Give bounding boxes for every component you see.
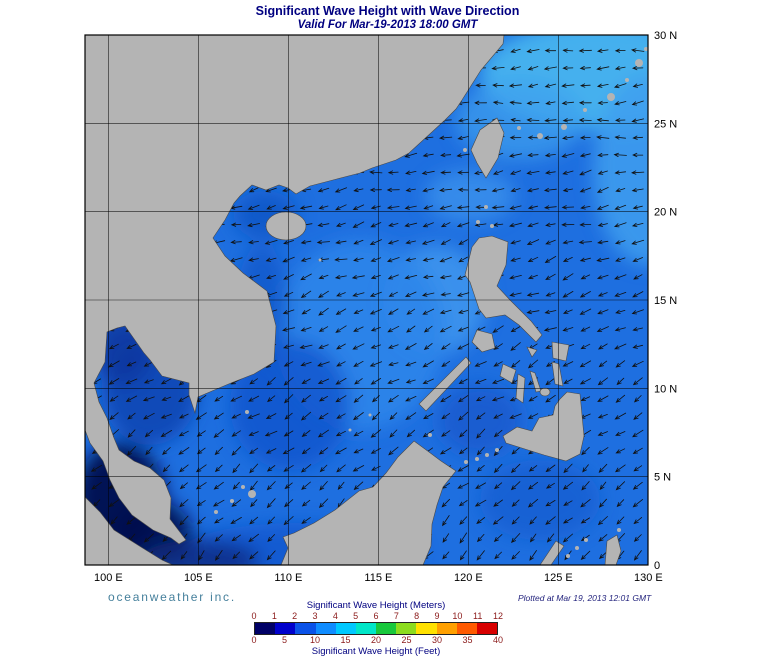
legend-color-segment xyxy=(476,623,498,634)
feet-tick-label: 30 xyxy=(431,635,443,645)
lon-axis-label: 115 E xyxy=(364,572,392,584)
lon-axis-label: 125 E xyxy=(544,572,573,584)
lon-axis-label: 100 E xyxy=(94,572,123,584)
halmahera xyxy=(604,534,622,565)
asia-mainland xyxy=(85,35,505,545)
legend-meters-title: Significant Wave Height (Meters) xyxy=(306,600,446,611)
meters-tick-label: 0 xyxy=(251,611,257,621)
meters-tick-label: 9 xyxy=(434,611,440,621)
lat-axis-label: 20 N xyxy=(654,207,677,219)
feet-tick-label: 10 xyxy=(309,635,321,645)
small-islands xyxy=(214,38,648,558)
meters-tick-label: 1 xyxy=(271,611,277,621)
sumatra xyxy=(85,496,174,565)
taiwan xyxy=(470,117,505,179)
panay xyxy=(499,363,517,384)
leyte xyxy=(551,361,564,387)
hainan-island xyxy=(265,211,307,241)
wave-height-map: 100 E 105 E 110 E 115 E 120 E 125 E 130 E0 5 N 1… xyxy=(84,30,677,584)
legend-color-segment xyxy=(315,623,336,634)
lat-axis-label: 0 xyxy=(654,560,660,572)
map-frame xyxy=(84,34,649,566)
graticule xyxy=(85,35,648,565)
feet-tick-label: 35 xyxy=(462,635,473,645)
feet-tick-label: 20 xyxy=(370,635,382,645)
lat-axis-label: 5 N xyxy=(654,472,671,484)
legend-feet-title: Significant Wave Height (Feet) xyxy=(311,646,441,657)
page-title: Significant Wave Height with Wave Direct… xyxy=(255,4,520,18)
feet-tick-label: 40 xyxy=(492,635,504,645)
meters-tick-label: 10 xyxy=(452,611,463,621)
meters-tick-label: 6 xyxy=(373,611,379,621)
meters-tick-label: 2 xyxy=(292,611,298,621)
landmasses xyxy=(85,35,648,565)
lat-axis-label: 25 N xyxy=(654,118,677,130)
masbate xyxy=(526,346,538,358)
meters-tick-label: 3 xyxy=(312,611,318,621)
meters-tick-label: 12 xyxy=(492,611,504,621)
legend-color-segment xyxy=(275,623,296,634)
legend-color-segment xyxy=(295,623,316,634)
feet-tick-label: 0 xyxy=(251,635,257,645)
lon-axis-label: 110 E xyxy=(274,572,302,584)
meters-tick-label: 7 xyxy=(393,611,399,621)
feet-tick-label: 25 xyxy=(401,635,412,645)
legend-color-segment xyxy=(396,623,417,634)
lat-axis-label: 15 N xyxy=(654,295,677,307)
meters-tick-label: 4 xyxy=(332,611,338,621)
lon-axis-label: 130 E xyxy=(634,572,663,584)
legend-color-segment xyxy=(355,623,377,634)
plotted-at-timestamp: Plotted at Mar 19, 2013 12:01 GMT xyxy=(518,593,652,603)
lon-axis-label: 105 E xyxy=(184,572,213,584)
mindoro xyxy=(471,329,496,353)
lat-axis-label: 30 N xyxy=(654,30,677,42)
feet-tick-label: 5 xyxy=(281,635,288,645)
meters-tick-label: 11 xyxy=(472,611,483,621)
legend-color-segment xyxy=(335,623,356,634)
feet-tick-label: 15 xyxy=(340,635,351,645)
legend-meters-ticks: 0 1 2 3 4 5 6 7 8 9 10 11 12 xyxy=(251,611,503,622)
lat-axis-label: 10 N xyxy=(654,383,677,395)
meters-tick-label: 8 xyxy=(414,611,420,621)
sulawesi-tip xyxy=(539,540,565,565)
legend-color-segment xyxy=(376,623,397,634)
oceanweather-branding: oceanweather inc. xyxy=(108,590,236,604)
axis-labels: 100 E 105 E 110 E 115 E 120 E 125 E 130 E0 5 N 1… xyxy=(94,30,677,584)
bohol xyxy=(539,387,551,397)
legend-color-segment xyxy=(436,623,457,634)
legend-color-segment xyxy=(255,623,276,634)
legend-colorbar xyxy=(254,622,498,635)
samar xyxy=(551,341,570,362)
legend-color-segment xyxy=(416,623,437,634)
map-area xyxy=(85,35,648,565)
mindanao xyxy=(502,391,585,462)
legend-feet-ticks: 0 5 10 15 20 25 30 35 40 xyxy=(251,635,503,646)
legend-color-segment xyxy=(456,623,477,634)
meters-tick-label: 5 xyxy=(353,611,359,621)
borneo xyxy=(280,440,457,565)
valid-time-subtitle: Valid For Mar-19-2013 18:00 GMT xyxy=(297,19,478,31)
lon-axis-label: 120 E xyxy=(454,572,483,584)
